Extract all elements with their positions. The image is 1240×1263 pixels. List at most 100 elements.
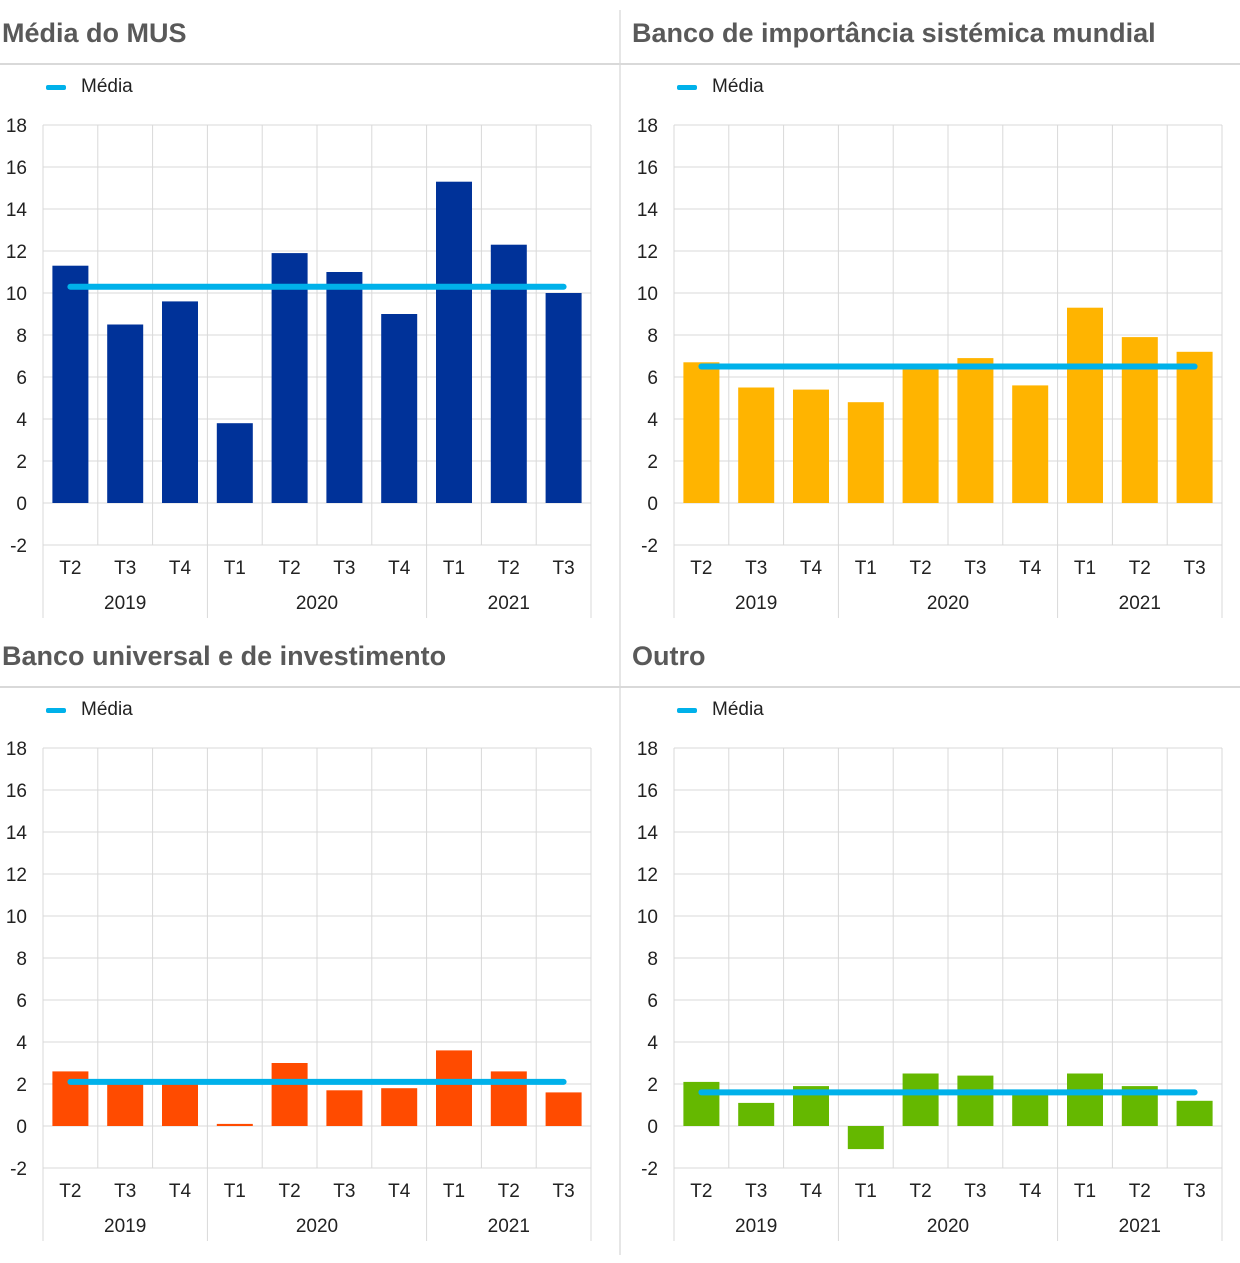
y-tick-label: 18 [6,739,27,760]
panel-separator [619,10,621,1255]
chart-panel-other: Outro Média 18 16 14 12 10 8 6 4 2 0 -2 T2 T3 T4 T1 T2 T… [620,623,1240,1246]
y-tick-label: 4 [16,1033,27,1054]
x-tick-label: T3 [553,558,575,579]
bar [738,387,775,503]
bar [216,1123,253,1126]
y-tick-label: 2 [16,1075,27,1096]
y-tick-label: 10 [637,907,658,928]
y-tick-label: 0 [647,494,658,515]
y-tick-label: 18 [6,116,27,137]
y-tick-label: 4 [647,1033,658,1054]
bar [1176,1100,1213,1126]
bar [793,389,829,503]
y-tick-label: 16 [637,158,658,179]
x-tick-label: T1 [443,558,465,579]
x-tick-label: T4 [1019,558,1042,579]
x-tick-label: T3 [553,1181,575,1202]
legend-mean-label: Média [712,76,764,97]
bar [381,1088,418,1126]
y-tick-label: 6 [647,991,658,1012]
x-tick-label: T1 [1074,558,1096,579]
y-tick-label: 8 [16,326,27,347]
y-tick-label: -2 [10,536,27,557]
bar [436,1050,472,1126]
y-tick-label: 10 [6,907,27,928]
year-label: 2021 [488,593,530,614]
bar [436,181,472,503]
x-tick-label: T3 [114,558,136,579]
bar [162,1079,198,1126]
y-tick-label: 12 [637,865,658,886]
x-tick-label: T4 [169,1181,192,1202]
y-tick-label: -2 [641,536,658,557]
chart-title: Outro [632,641,706,671]
bar-chart: 18 16 14 12 10 8 6 4 2 0 -2 T2 T3 T4 T1 T2 T3 T4 T1 T2 T3 201… [6,739,592,1241]
y-tick-label: 2 [647,1075,658,1096]
x-tick-label: T3 [964,558,986,579]
x-tick-label: T4 [169,558,192,579]
year-label: 2021 [488,1216,530,1237]
bar-chart: 18 16 14 12 10 8 6 4 2 0 -2 T2 T3 T4 T1 T2 T3 T4 T1 T2 T3 201… [637,739,1223,1241]
chart-title: Banco de importância sistémica mundial [632,18,1156,48]
bar [847,1126,884,1150]
x-tick-label: T2 [279,1181,301,1202]
x-tick-label: T2 [910,558,932,579]
y-tick-label: 6 [16,991,27,1012]
y-tick-label: 10 [637,284,658,305]
y-tick-label: 4 [647,410,658,431]
x-tick-label: T2 [910,1181,932,1202]
y-tick-label: 2 [16,452,27,473]
bar [216,423,253,503]
bar [847,402,884,503]
bar [490,244,527,503]
year-label: 2019 [104,593,146,614]
x-tick-label: T2 [498,1181,520,1202]
bar [957,358,994,503]
x-tick-label: T1 [855,558,877,579]
y-tick-label: 4 [16,410,27,431]
y-tick-label: 0 [16,1117,27,1138]
y-tick-label: 12 [637,242,658,263]
x-tick-label: T1 [1074,1181,1096,1202]
bar [381,314,418,503]
x-tick-label: T2 [59,1181,81,1202]
year-label: 2019 [735,1216,777,1237]
bar [1012,385,1049,503]
bar [902,366,939,503]
y-tick-label: 8 [647,949,658,970]
x-tick-label: T4 [388,558,411,579]
bar [107,1081,144,1126]
y-tick-label: 16 [6,781,27,802]
bar [326,1090,363,1126]
x-tick-label: T2 [1129,558,1151,579]
bar [1121,337,1158,503]
x-tick-label: T2 [59,558,81,579]
title-rule [0,686,620,688]
legend-mean-swatch [46,708,66,713]
y-tick-label: 16 [6,158,27,179]
chart-panel-universal-investment: Banco universal e de investimento Média … [0,623,620,1246]
legend-mean-label: Média [81,76,133,97]
x-tick-label: T3 [745,558,767,579]
y-tick-label: 8 [16,949,27,970]
title-rule [620,686,1240,688]
y-tick-label: 6 [647,368,658,389]
chart-title: Banco universal e de investimento [2,641,447,671]
bar [545,293,582,503]
title-rule [0,63,620,65]
x-tick-label: T2 [690,1181,712,1202]
x-tick-label: T2 [1129,1181,1151,1202]
legend-mean-swatch [677,708,697,713]
legend-mean-label: Média [712,699,764,720]
legend-mean-swatch [677,85,697,90]
chart-panel-mus-average: Média do MUS Média 18 16 14 12 10 8 6 4 2 0 -2 T2 T3… [0,0,620,623]
year-label: 2020 [296,593,338,614]
x-tick-label: T1 [224,558,246,579]
title-rule [620,63,1240,65]
y-tick-label: 12 [6,865,27,886]
bar [1067,307,1103,503]
x-tick-label: T3 [114,1181,136,1202]
y-tick-label: 10 [6,284,27,305]
chart-panel-gsib: Banco de importância sistémica mundial M… [620,0,1240,623]
year-label: 2021 [1119,593,1161,614]
